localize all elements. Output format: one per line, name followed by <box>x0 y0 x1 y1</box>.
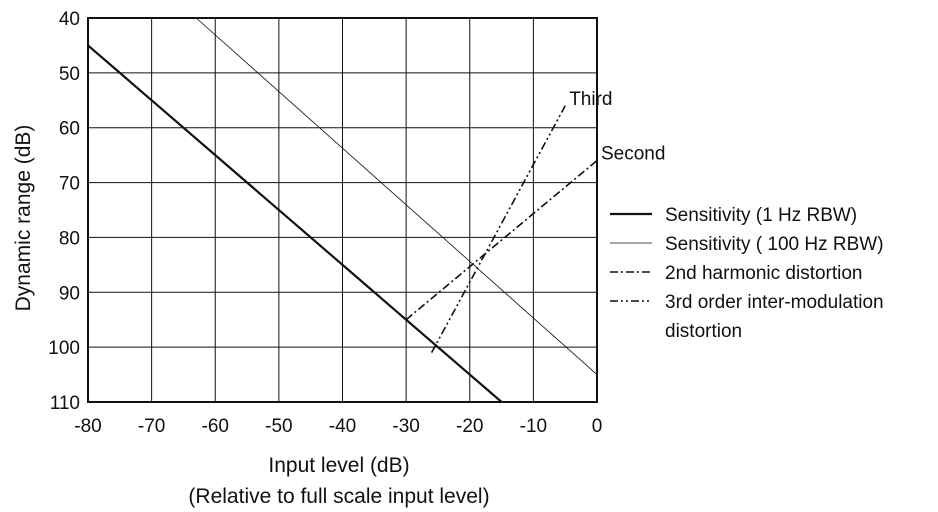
legend-label: Sensitivity (1 Hz RBW) <box>665 205 857 226</box>
grid-lines <box>87 17 598 403</box>
x-tick-label: -40 <box>329 416 356 437</box>
x-tick-label: -10 <box>520 416 547 437</box>
x-tick-labels: -80 -70 -60 -50 -40 -30 -20 -10 0 <box>74 416 602 437</box>
x-tick-label: 0 <box>592 416 603 437</box>
y-tick-label: 80 <box>59 228 80 249</box>
series-line-dash-dot <box>405 159 598 321</box>
series-line-dash-dot-dot <box>430 105 566 353</box>
legend-item-sensitivity-1hz: Sensitivity (1 Hz RBW) <box>610 205 857 226</box>
series-lines <box>87 17 598 403</box>
x-tick-label: -70 <box>138 416 165 437</box>
legend-label: 2nd harmonic distortion <box>665 263 863 284</box>
plot-frame <box>87 17 598 403</box>
legend-item-2nd-harmonic: 2nd harmonic distortion <box>610 263 863 284</box>
legend-item-sensitivity-100hz: Sensitivity ( 100 Hz RBW) <box>610 234 884 255</box>
y-tick-label: 50 <box>59 64 80 85</box>
annotation-third: Third <box>569 89 612 110</box>
legend-label: Sensitivity ( 100 Hz RBW) <box>665 234 884 255</box>
legend-label: 3rd order inter-modulation <box>665 292 884 313</box>
y-axis-label: Dynamic range (dB) <box>12 125 35 312</box>
x-tick-label: -20 <box>456 416 483 437</box>
y-tick-label: 90 <box>59 283 80 304</box>
y-tick-label: 70 <box>59 174 80 195</box>
y-tick-labels: 40 50 60 70 80 90 100 110 <box>48 9 80 414</box>
legend-item-3rd-order-im: 3rd order inter-modulation distortion <box>610 292 884 342</box>
x-tick-label: -60 <box>202 416 229 437</box>
series-line-solid-thick <box>87 44 503 403</box>
x-tick-label: -30 <box>392 416 419 437</box>
x-tick-label: -80 <box>74 416 101 437</box>
legend-label-continued: distortion <box>665 321 742 342</box>
x-axis-sublabel: (Relative to full scale input level) <box>188 485 489 508</box>
series-line-solid-thin <box>195 17 598 375</box>
y-tick-label: 40 <box>59 9 80 30</box>
y-tick-label: 110 <box>50 393 80 414</box>
y-tick-label: 100 <box>48 338 80 359</box>
x-tick-label: -50 <box>265 416 292 437</box>
y-tick-label: 60 <box>59 119 80 140</box>
x-axis-label: Input level (dB) <box>268 454 409 477</box>
legend: Sensitivity (1 Hz RBW) Sensitivity ( 100… <box>610 205 884 342</box>
annotation-second: Second <box>601 144 665 165</box>
annotations: Third Second <box>569 89 665 165</box>
